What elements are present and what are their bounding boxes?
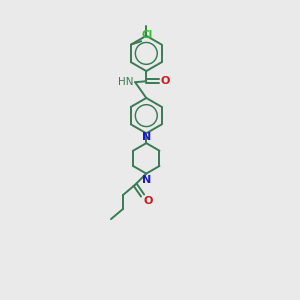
Text: Cl: Cl bbox=[142, 31, 153, 40]
Text: O: O bbox=[143, 196, 153, 206]
Text: HN: HN bbox=[118, 77, 134, 87]
Text: N: N bbox=[142, 175, 151, 185]
Text: O: O bbox=[160, 76, 169, 86]
Text: N: N bbox=[142, 132, 151, 142]
